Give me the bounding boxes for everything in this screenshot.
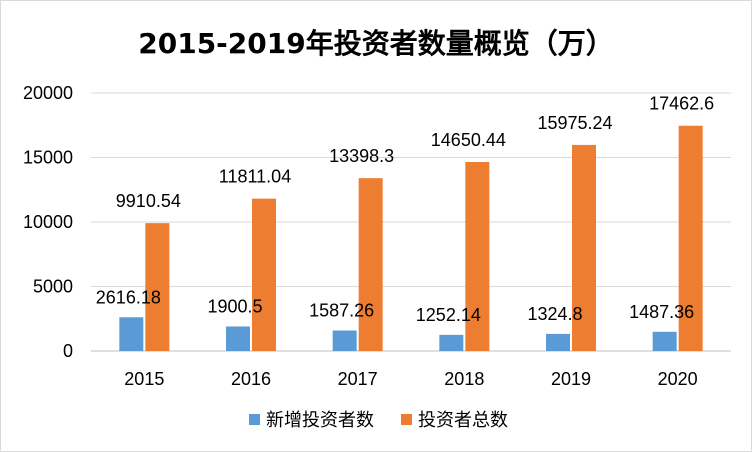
data-labels: 2616.18 9910.54 1900.5 11811.04 1587.26 13398…	[96, 94, 714, 325]
bar-new-investors	[652, 331, 677, 351]
data-label-new-investors: 2616.18	[96, 287, 161, 307]
x-tick-label: 2019	[551, 369, 591, 389]
gridlines	[91, 92, 731, 352]
data-label-total-investors: 13398.3	[329, 146, 394, 166]
x-tick-label: 2015	[124, 369, 164, 389]
bar-new-investors	[439, 334, 464, 351]
y-tick-label: 10000	[23, 212, 73, 232]
bar-total-investors	[572, 144, 596, 351]
data-label-new-investors: 1900.5	[207, 296, 262, 316]
chart-title: 2015-2019年投资者数量概览（万）	[138, 27, 613, 60]
data-label-total-investors: 9910.54	[116, 191, 181, 211]
y-tick-label: 20000	[23, 83, 73, 103]
data-label-new-investors: 1252.14	[416, 305, 481, 325]
axes: 0 5000 10000 15000 20000 2015 2016 2017 2018 2019…	[23, 83, 698, 389]
bar-total-investors	[678, 125, 703, 352]
bar-total-investors	[358, 178, 383, 351]
y-tick-label: 5000	[33, 277, 73, 297]
data-label-new-investors: 1324.8	[527, 304, 582, 324]
bar-total-investors	[145, 223, 170, 351]
legend-swatch	[401, 414, 412, 425]
bars	[119, 125, 703, 352]
bar-new-investors	[546, 333, 570, 351]
legend-label: 投资者总数	[418, 410, 508, 431]
legend-item-total-investors: 投资者总数	[401, 410, 508, 431]
x-tick-label: 2020	[658, 369, 698, 389]
x-tick-label: 2016	[231, 369, 271, 389]
data-label-total-investors: 14650.44	[431, 130, 506, 150]
data-label-new-investors: 1487.36	[629, 302, 694, 322]
data-label-total-investors: 11811.04	[219, 167, 291, 187]
x-tick-label: 2017	[338, 369, 378, 389]
y-tick-label: 0	[63, 341, 73, 361]
legend-swatch	[249, 414, 260, 425]
bar-new-investors	[332, 330, 357, 351]
legend-label: 新增投资者数	[266, 410, 374, 431]
bar-new-investors	[119, 317, 144, 351]
bar-total-investors	[465, 162, 490, 351]
y-tick-label: 15000	[23, 148, 73, 168]
x-tick-label: 2018	[444, 369, 484, 389]
legend-item-new-investors: 新增投资者数	[249, 410, 374, 431]
legend: 新增投资者数 投资者总数	[249, 410, 508, 431]
data-label-new-investors: 1587.26	[309, 301, 374, 321]
data-label-total-investors: 17462.6	[649, 94, 714, 114]
bar-total-investors	[252, 198, 276, 351]
data-label-total-investors: 15975.24	[537, 113, 612, 133]
bar-new-investors	[226, 326, 250, 351]
